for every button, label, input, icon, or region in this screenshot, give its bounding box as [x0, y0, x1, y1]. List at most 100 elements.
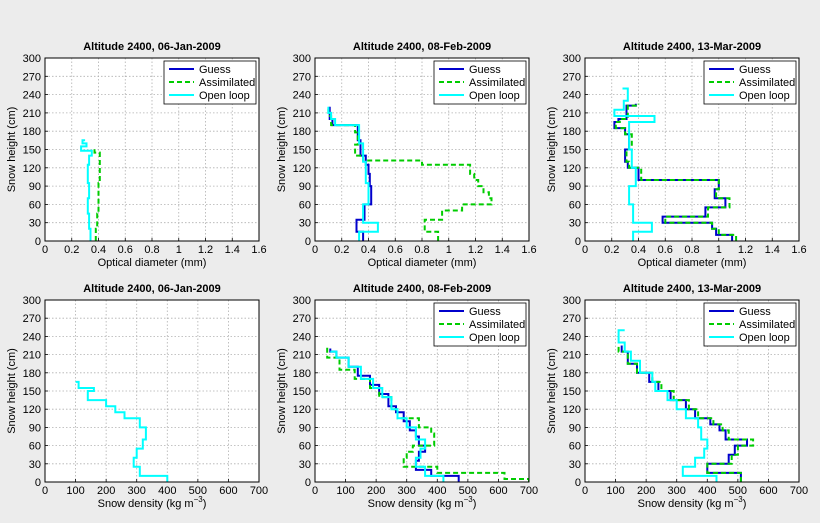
axes-frame [584, 299, 800, 483]
x-tick-label: 0.6 [388, 244, 403, 256]
y-tick-label: 270 [563, 313, 581, 325]
x-tick-label: 400 [428, 485, 446, 497]
x-tick-label: 300 [398, 485, 416, 497]
x-tick-label: 0 [582, 485, 588, 497]
y-tick-label: 210 [23, 108, 41, 120]
chart-title: Altitude 2400, 08-Feb-2009 [353, 283, 491, 295]
axes-frame [44, 57, 260, 242]
x-tick-label: 1 [716, 244, 722, 256]
chart-title: Altitude 2400, 06-Jan-2009 [83, 41, 221, 53]
x-axis-label-text: Snow density (kg m [638, 498, 734, 510]
series-line-open-loop [327, 106, 379, 241]
y-tick-label: 180 [563, 368, 581, 380]
y-tick-label: 180 [293, 368, 311, 380]
y-tick-label: 210 [23, 350, 41, 362]
x-tick-label: 1 [446, 244, 452, 256]
legend-label: Assimilated [469, 77, 525, 89]
x-axis-label-text: Optical diameter (mm) [638, 257, 747, 269]
x-axis-label-end: ) [743, 498, 747, 510]
x-tick-label: 400 [158, 485, 176, 497]
x-tick-label: 1.6 [791, 244, 806, 256]
x-tick-label: 1.2 [198, 244, 213, 256]
y-tick-label: 270 [23, 313, 41, 325]
y-tick-label: 300 [23, 295, 41, 307]
series-line-assimilated [614, 103, 738, 241]
y-tick-label: 150 [23, 145, 41, 157]
legend-label: Open loop [469, 332, 520, 344]
series-line-assimilated [326, 347, 529, 482]
x-axis-label-end: ) [473, 498, 477, 510]
y-tick-label: 60 [569, 441, 581, 453]
y-tick-label: 210 [563, 350, 581, 362]
legend-label: Guess [199, 64, 231, 76]
y-tick-label: 60 [299, 199, 311, 211]
series-line-open-loop [75, 380, 169, 482]
x-axis-label-end: ) [203, 498, 207, 510]
y-tick-label: 120 [563, 404, 581, 416]
y-tick-label: 240 [293, 90, 311, 102]
y-tick-label: 240 [293, 331, 311, 343]
y-tick-label: 30 [299, 218, 311, 230]
y-tick-label: 180 [563, 126, 581, 138]
x-tick-label: 200 [367, 485, 385, 497]
x-axis-label: Snow density (kg m−3) [638, 495, 747, 510]
chart-title: Altitude 2400, 13-Mar-2009 [623, 283, 761, 295]
chart-panel-2: 0 0.2 0.4 0.6 0.8 1 1.2 1.4 1.6 0 30 60 90 120 150 180 2… [276, 41, 537, 269]
x-tick-label: 400 [698, 485, 716, 497]
legend-label: Guess [469, 64, 501, 76]
legend-label: Open loop [469, 90, 520, 102]
x-tick-label: 0 [312, 485, 318, 497]
y-tick-label: 120 [23, 163, 41, 175]
x-axis-label: Optical diameter (mm) [638, 257, 747, 269]
y-tick-label: 150 [563, 145, 581, 157]
y-tick-label: 270 [293, 71, 311, 83]
y-axis-label: Snow height (cm) [276, 107, 288, 193]
x-tick-label: 100 [606, 485, 624, 497]
chart-title: Altitude 2400, 08-Feb-2009 [353, 41, 491, 53]
x-tick-label: 1.4 [225, 244, 240, 256]
x-tick-label: 700 [250, 485, 268, 497]
x-tick-label: 300 [668, 485, 686, 497]
x-tick-label: 0.4 [91, 244, 106, 256]
x-tick-label: 100 [66, 485, 84, 497]
legend-label: Assimilated [469, 319, 525, 331]
x-tick-label: 1.6 [521, 244, 536, 256]
x-tick-label: 1 [176, 244, 182, 256]
y-tick-label: 90 [299, 422, 311, 434]
y-tick-label: 90 [299, 181, 311, 193]
legend-label: Assimilated [199, 77, 255, 89]
chart-panel-4: 0 100 200 300 400 500 600 700 0 30 60 90 120 150 180 21… [6, 283, 268, 510]
series-line-open-loop [80, 139, 93, 241]
x-axis-label-text: Optical diameter (mm) [98, 257, 207, 269]
y-tick-label: 30 [29, 459, 41, 471]
x-tick-label: 0.8 [414, 244, 429, 256]
y-tick-label: 120 [293, 404, 311, 416]
x-tick-label: 0.4 [361, 244, 376, 256]
y-tick-label: 300 [563, 53, 581, 65]
x-tick-label: 0.8 [144, 244, 159, 256]
x-tick-label: 0.2 [334, 244, 349, 256]
x-axis-label-text: Snow density (kg m [368, 498, 464, 510]
legend-label: Guess [739, 64, 771, 76]
y-tick-label: 60 [29, 199, 41, 211]
series-line-open-loop [330, 350, 445, 482]
y-tick-label: 30 [569, 218, 581, 230]
y-tick-label: 120 [293, 163, 311, 175]
y-tick-label: 300 [293, 53, 311, 65]
series-line-open-loop [613, 87, 656, 241]
y-tick-label: 0 [575, 236, 581, 248]
x-axis-label-sup: −3 [464, 495, 474, 504]
y-tick-label: 30 [299, 459, 311, 471]
x-tick-label: 0 [42, 485, 48, 497]
x-tick-label: 1.4 [765, 244, 780, 256]
x-axis-label: Snow density (kg m−3) [98, 495, 207, 510]
y-tick-label: 0 [305, 236, 311, 248]
x-axis-label-text: Optical diameter (mm) [368, 257, 477, 269]
x-tick-label: 0.6 [118, 244, 133, 256]
x-tick-label: 300 [128, 485, 146, 497]
legend-label: Open loop [739, 332, 790, 344]
